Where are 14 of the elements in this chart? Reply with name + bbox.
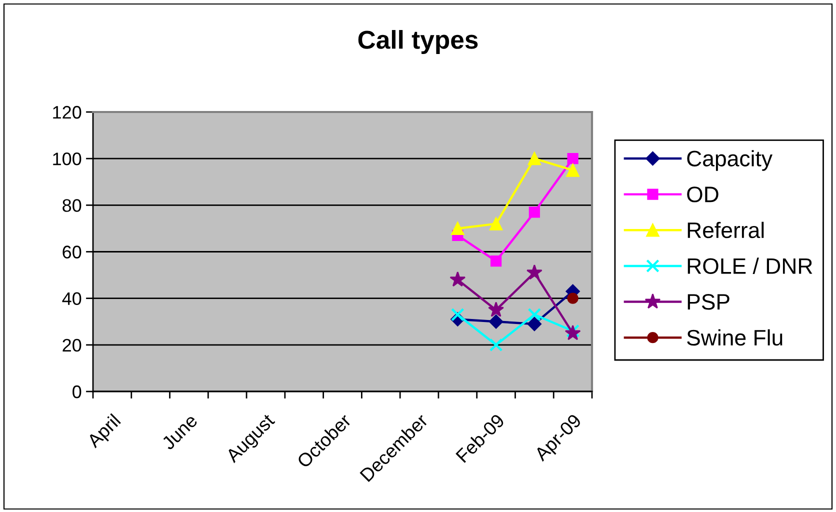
legend-label: OD xyxy=(687,186,718,202)
y-tick-label: 40 xyxy=(62,292,82,306)
y-tick-label: 20 xyxy=(62,338,82,352)
y-tick-label: 80 xyxy=(62,199,82,212)
legend-label: ROLE / DNR xyxy=(688,258,812,274)
legend-label: Referral xyxy=(688,222,764,238)
legend-label: PSP xyxy=(688,294,730,310)
chart-title: Call types xyxy=(358,30,478,54)
y-tick-label: 120 xyxy=(53,106,82,119)
y-tick-label: 0 xyxy=(72,385,82,398)
y-tick-label: 100 xyxy=(53,152,82,166)
y-tick-label: 60 xyxy=(62,246,82,258)
legend-label: Capacity xyxy=(687,150,772,171)
legend-label: Swine Flu xyxy=(687,329,782,346)
